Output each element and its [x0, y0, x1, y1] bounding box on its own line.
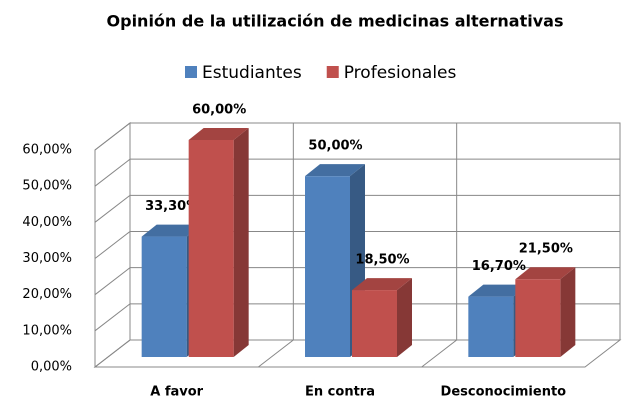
data-label: 33,30% [145, 199, 199, 214]
bar-side [233, 128, 249, 357]
grid-line [94, 194, 620, 223]
legend-swatch [185, 66, 197, 78]
bar-front [352, 290, 397, 357]
bar-front [188, 140, 234, 357]
data-label: 18,50% [355, 253, 409, 268]
bar-top [188, 128, 249, 140]
bar-top [468, 284, 529, 297]
grid-line [94, 231, 620, 259]
y-tick-label: 50,00% [22, 179, 72, 194]
bar [352, 278, 412, 357]
legend-label: Estudiantes [202, 63, 302, 83]
y-tick-label: 30,00% [22, 251, 72, 266]
bar-front [305, 176, 350, 357]
bar-top [515, 267, 576, 280]
y-tick-label: 40,00% [22, 215, 72, 230]
data-label: 50,00% [308, 139, 362, 154]
legend-label: Profesionales [344, 63, 457, 83]
bar-top [305, 164, 365, 177]
chart-title: Opinión de la utilización de medicinas a… [107, 12, 564, 31]
y-tick-label: 10,00% [22, 323, 72, 338]
bar-side [560, 267, 576, 357]
data-label: 60,00% [192, 103, 246, 118]
grid-line [94, 339, 620, 368]
x-tick-label: Desconocimiento [441, 385, 567, 400]
grid-line [94, 122, 620, 151]
grid-line [94, 303, 620, 332]
y-tick-label: 0,00% [31, 360, 72, 375]
data-label: 21,50% [519, 242, 573, 257]
bar-front [468, 296, 514, 357]
bar-side [397, 278, 412, 357]
x-tick-label: A favor [150, 385, 203, 400]
grid-line [94, 267, 620, 296]
bar [515, 267, 576, 357]
bar-front [141, 236, 187, 357]
x-tick-label: En contra [305, 385, 375, 400]
grid-line [94, 158, 620, 187]
bar-front [515, 279, 561, 357]
legend-swatch [326, 66, 339, 78]
bar-top [141, 224, 202, 237]
bar-top [352, 278, 412, 291]
bar [188, 128, 249, 357]
data-label: 16,70% [472, 259, 526, 274]
y-tick-label: 20,00% [22, 287, 72, 302]
y-tick-label: 60,00% [22, 143, 72, 158]
